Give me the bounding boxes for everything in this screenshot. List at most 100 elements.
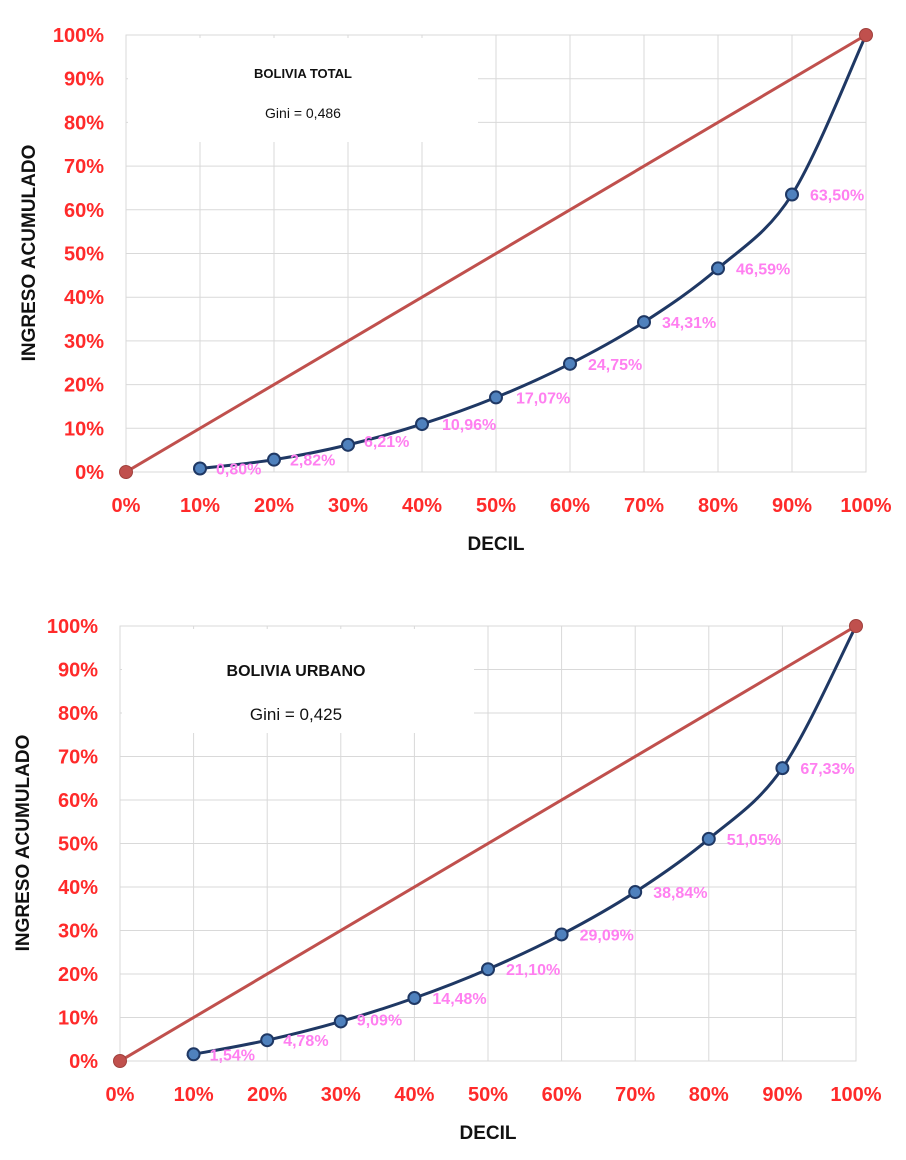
lorenz-point [415,417,429,432]
y-tick-label: 30% [64,331,104,353]
x-tick-label: 30% [328,495,368,517]
data-label: 51,05% [727,832,781,849]
lorenz-point [333,1014,348,1029]
y-tick-label: 10% [64,418,104,440]
data-label: 38,84% [653,885,707,902]
y-tick-label: 90% [58,660,98,682]
x-tick-label: 100% [840,495,891,517]
x-tick-label: 90% [762,1084,802,1106]
y-tick-label: 0% [75,462,104,484]
x-tick-label: 10% [180,495,220,517]
lorenz-point [785,187,799,202]
data-label: 63,50% [810,188,864,205]
y-tick-label: 30% [58,921,98,943]
equality-start-point [113,1054,127,1068]
lorenz-point [186,1047,201,1062]
x-tick-label: 40% [402,495,442,517]
y-tick-label: 10% [58,1008,98,1030]
x-tick-label: 0% [106,1084,135,1106]
x-tick-label: 90% [772,495,812,517]
x-tick-label: 30% [321,1084,361,1106]
data-label: 46,59% [736,261,790,278]
lorenz-point [407,991,422,1006]
data-label: 67,33% [800,761,854,778]
x-tick-label: 70% [624,495,664,517]
lorenz-point [628,885,643,900]
x-tick-label: 0% [112,495,141,517]
lorenz-point [701,831,716,846]
y-axis-title: INGRESO ACUMULADO [19,145,40,362]
equality-line [125,33,867,474]
x-tick-label: 50% [468,1084,508,1106]
y-tick-label: 70% [58,747,98,769]
data-label: 17,07% [516,390,570,407]
equality-end-point [859,28,873,42]
x-tick-label: 80% [689,1084,729,1106]
lorenz-point [341,437,355,452]
chart-title: BOLIVIA TOTAL [254,66,352,81]
y-tick-label: 80% [58,703,98,725]
y-tick-label: 20% [58,964,98,986]
lorenz-point [481,962,495,977]
lorenz-point [193,461,207,476]
y-tick-label: 60% [58,790,98,812]
chart-title: BOLIVIA URBANO [227,663,366,680]
data-label: 21,10% [506,962,560,979]
lorenz-point [260,1033,275,1048]
data-label: 6,21% [364,434,409,451]
plot-border [125,34,867,473]
x-tick-label: 100% [830,1084,881,1106]
y-tick-label: 100% [47,616,98,638]
x-tick-label: 60% [550,495,590,517]
lorenz-point [775,761,790,776]
x-tick-label: 10% [174,1084,214,1106]
lorenz-point [489,390,503,405]
x-tick-label: 80% [698,495,738,517]
data-label: 0,80% [216,462,261,479]
y-tick-label: 60% [64,200,104,222]
lorenz-point [711,261,725,276]
equality-start-point [119,465,133,479]
y-tick-label: 50% [64,244,104,266]
lorenz-point [554,927,569,942]
y-tick-label: 40% [58,877,98,899]
data-label: 4,78% [283,1033,328,1050]
title-box [122,629,474,733]
data-label: 29,09% [580,927,634,944]
gini-label: Gini = 0,425 [250,705,342,724]
chart-2: BOLIVIA URBANO Gini = 0,425 0% 10% 20% 30% 40%… [13,616,882,1144]
y-tick-label: 90% [64,69,104,91]
lorenz-point [637,315,651,330]
y-tick-label: 50% [58,834,98,856]
plot-border [119,625,857,1062]
x-axis-title: DECIL [460,1123,517,1144]
y-tick-label: 100% [53,25,104,47]
y-tick-label: 70% [64,156,104,178]
title-box [128,38,478,142]
y-axis-title: INGRESO ACUMULADO [13,735,34,952]
chart-1: BOLIVIA TOTAL Gini = 0,486 0% 10% 20% 30% 40% 5… [19,25,892,555]
lorenz-point [563,356,577,371]
data-label: 1,54% [210,1047,255,1064]
x-tick-label: 20% [254,495,294,517]
x-tick-label: 40% [394,1084,434,1106]
data-label: 10,96% [442,417,496,434]
data-label: 9,09% [357,1012,402,1029]
y-tick-label: 80% [64,112,104,134]
data-label: 14,48% [432,991,486,1008]
equality-line [119,624,857,1063]
x-tick-label: 60% [542,1084,582,1106]
equality-end-point [849,619,863,633]
y-tick-label: 40% [64,287,104,309]
x-tick-label: 50% [476,495,516,517]
data-label: 34,31% [662,315,716,332]
y-tick-label: 20% [64,375,104,397]
x-tick-label: 20% [247,1084,287,1106]
data-label: 24,75% [588,357,642,374]
x-axis-title: DECIL [468,534,525,555]
lorenz-point [267,452,281,467]
y-tick-label: 0% [69,1051,98,1073]
data-label: 2,82% [290,453,335,470]
x-tick-label: 70% [615,1084,655,1106]
